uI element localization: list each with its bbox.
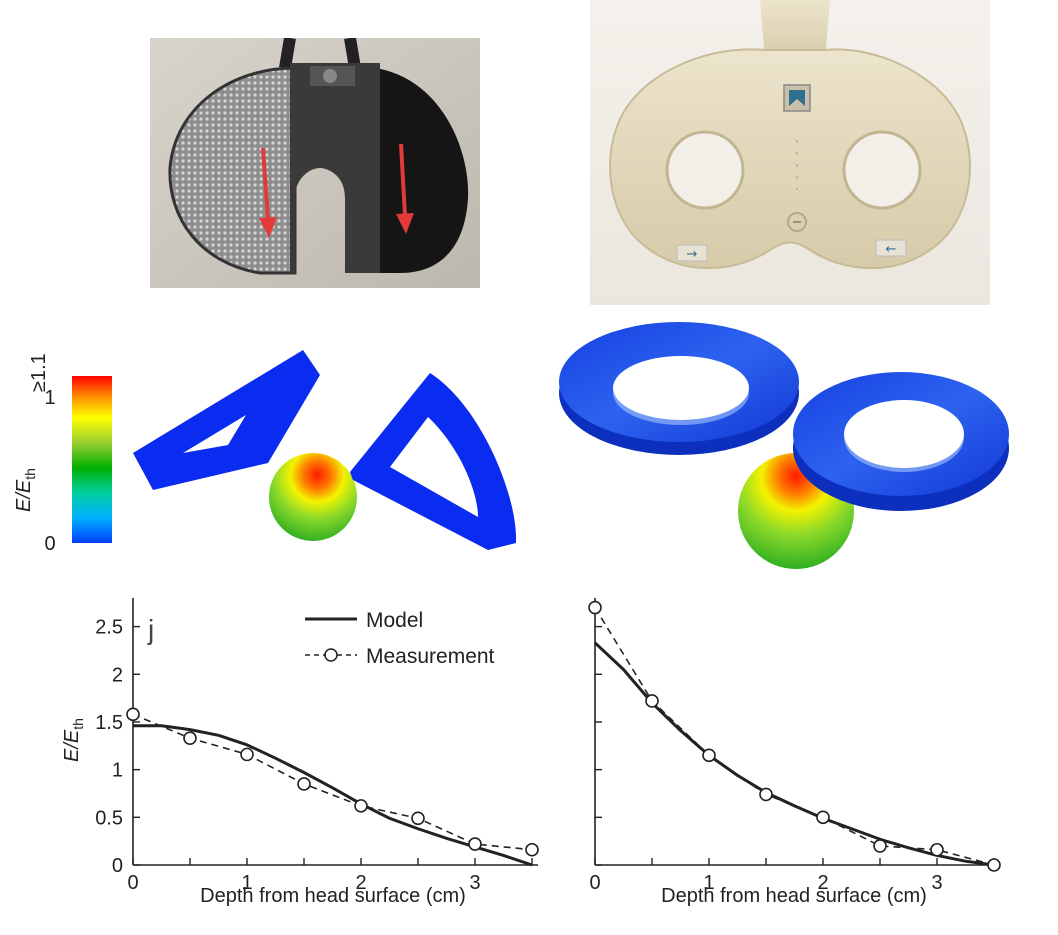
- right-hole: [842, 130, 922, 210]
- colorbar-zero-label: 0: [44, 533, 55, 555]
- y-tick-label: 0.5: [95, 807, 123, 829]
- black-lobe: [375, 68, 469, 273]
- x-axis-label-left: Depth from head surface (cm): [200, 885, 466, 907]
- measurement-point: [759, 787, 773, 802]
- measurement-point: [240, 747, 254, 762]
- coil-d-right: [350, 373, 517, 550]
- colorbar-axis-title: E/E: [13, 479, 35, 512]
- x-tick-label: 3: [931, 872, 942, 894]
- x-tick-label: 1: [703, 872, 714, 894]
- svg-text:←: ←: [886, 242, 897, 257]
- arrow-right-icon: [396, 143, 414, 234]
- photo-figure8-coil: → ←: [590, 0, 990, 305]
- svg-text:E/Eth: E/Eth: [13, 468, 38, 512]
- sim-figure8-coil: [556, 318, 1046, 580]
- colorbar-one-label: 1: [44, 387, 55, 409]
- measurement-point: [702, 748, 716, 763]
- x-tick-label: 0: [589, 872, 600, 894]
- coil-ring-right: [793, 372, 1009, 511]
- measurement-point: [411, 811, 425, 826]
- head-sphere-left: [269, 453, 357, 541]
- series-line-model: [593, 641, 995, 867]
- y-tick-label: 0: [112, 855, 123, 877]
- arrow-left-icon: [259, 147, 277, 238]
- measurement-point: [987, 858, 1001, 872]
- colorbar-max-label: ≥1.1: [28, 353, 50, 392]
- svg-text:→: →: [687, 247, 698, 262]
- colorbar-axis-title-sub: th: [22, 468, 38, 480]
- y-tick-label: 2.5: [95, 617, 123, 639]
- x-tick-label: 1: [241, 872, 252, 894]
- x-tick-label: 2: [355, 872, 366, 894]
- x-tick-label: 2: [817, 872, 828, 894]
- legend-measurement-marker: [324, 648, 338, 662]
- left-hole: [665, 130, 745, 210]
- sim-h-coil: [128, 345, 538, 580]
- svg-text:E/Eth: E/Eth: [61, 718, 86, 762]
- measurement-point: [645, 694, 659, 708]
- legend-measurement-label: Measurement: [366, 645, 495, 668]
- legend-model-label: Model: [366, 609, 423, 632]
- measurement-point: [297, 777, 311, 791]
- measurement-point: [183, 731, 197, 745]
- series-line-measurement: [594, 607, 995, 866]
- center-block: [290, 63, 380, 273]
- chart-legend: Model Measurement: [305, 609, 495, 668]
- measurement-point: [816, 810, 830, 825]
- y-axis-label-left: E/E: [61, 729, 83, 762]
- measurement-point: [126, 707, 140, 722]
- y-tick-label: 1.5: [95, 712, 123, 734]
- coil-ring-left: [559, 322, 799, 455]
- measurement-point: [354, 799, 368, 813]
- x-tick-label: 3: [469, 872, 480, 894]
- coil-wing-left: [133, 350, 320, 490]
- measurement-point: [930, 842, 944, 857]
- chart-right: 0 1 2 3 Depth from head surface (cm): [560, 580, 1058, 935]
- x-axis-label-right: Depth from head surface (cm): [661, 885, 927, 907]
- colorbar-legend: ≥1.1 1 0 E/Eth: [10, 350, 130, 560]
- colorbar-gradient: [72, 376, 112, 543]
- measurement-point: [588, 600, 602, 615]
- y-tick-label: 2: [112, 664, 123, 686]
- y-axis-label-left-sub: th: [70, 718, 86, 730]
- chart-left: 0 1 2 3 0 0.5 1 1.5 2 2.5 j Model Measurement E/E…: [0, 580, 560, 935]
- y-tick-label: 1: [112, 760, 123, 782]
- figure8-body: [609, 48, 971, 269]
- measurement-point: [873, 839, 887, 853]
- series-line-model: [133, 724, 533, 867]
- measurement-point: [468, 837, 482, 851]
- measurement-point: [525, 842, 539, 857]
- panel-label-j: j: [147, 614, 154, 645]
- x-tick-label: 0: [127, 872, 138, 894]
- photo-h-coil: [150, 38, 480, 288]
